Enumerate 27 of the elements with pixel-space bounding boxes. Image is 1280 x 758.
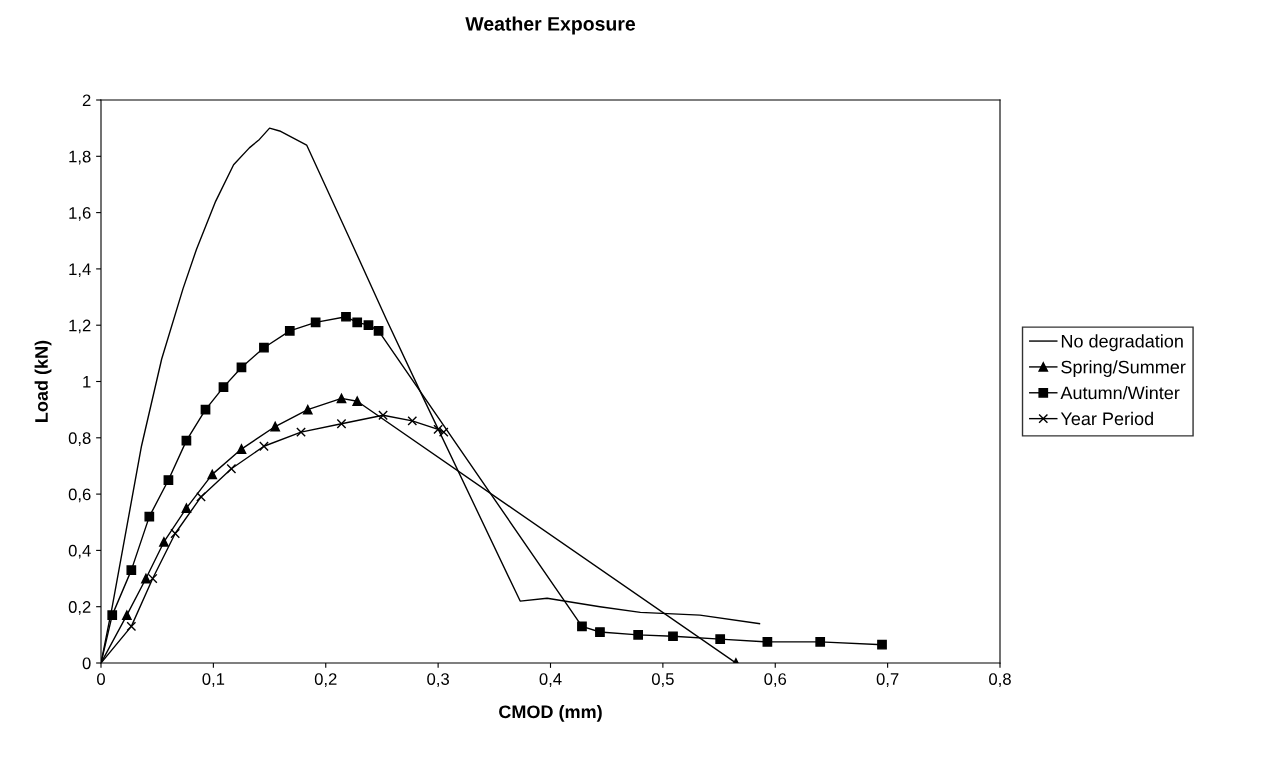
x-tick-label: 0,6 [764, 673, 787, 687]
x-tick-label: 0,1 [202, 673, 225, 687]
y-tick-label: 1 [83, 376, 91, 388]
legend-label: No degradation [1061, 334, 1183, 352]
y-tick-label: 1,8 [69, 150, 91, 165]
x-axis-title: CMOD (mm) [499, 704, 602, 722]
y-tick-label: 0,6 [68, 488, 91, 503]
chart-title: Weather Exposure [465, 16, 636, 35]
y-tick-label: 0 [82, 657, 91, 670]
x-tick-label: 0,3 [427, 673, 449, 687]
y-tick-label: 1,6 [69, 207, 91, 221]
y-tick-label: 0,4 [68, 544, 91, 559]
y-tick-label: 2 [82, 94, 91, 107]
x-tick-label: 0,2 [314, 673, 337, 687]
x-tick-label: 0,7 [876, 673, 899, 687]
y-tick-label: 0,8 [68, 432, 91, 446]
legend-label: Year Period [1060, 411, 1153, 426]
x-tick-label: 0,8 [989, 673, 1011, 687]
legend-label: Autumn/Winter [1060, 386, 1180, 400]
legend-label: Spring/Summer [1061, 360, 1186, 377]
x-tick-label: 0,5 [651, 673, 674, 687]
x-tick-label: 0 [97, 673, 105, 685]
x-tick-label: 0,4 [539, 673, 562, 687]
y-tick-label: 0,2 [68, 601, 91, 615]
y-tick-label: 1,2 [69, 319, 91, 334]
y-axis-title: Load (kN) [34, 340, 52, 422]
y-tick-label: 1,4 [69, 263, 91, 278]
